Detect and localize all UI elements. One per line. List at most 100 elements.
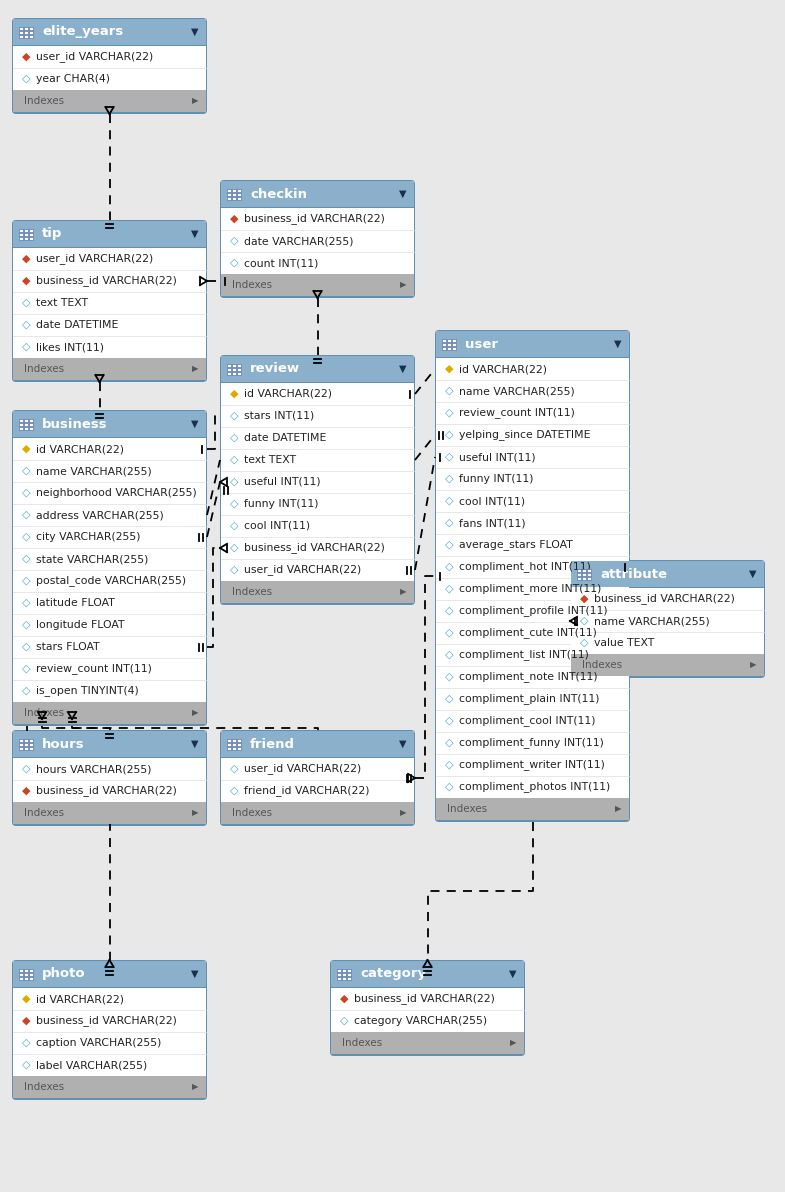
- Bar: [221, 383, 414, 581]
- Bar: [29, 31, 33, 35]
- Text: text TEXT: text TEXT: [244, 455, 296, 465]
- Text: ◇: ◇: [22, 510, 31, 520]
- Text: ◆: ◆: [230, 215, 239, 224]
- Text: business_id VARCHAR(22): business_id VARCHAR(22): [354, 994, 495, 1005]
- Text: user_id VARCHAR(22): user_id VARCHAR(22): [244, 565, 361, 576]
- Text: likes INT(11): likes INT(11): [36, 342, 104, 352]
- Bar: [19, 427, 23, 430]
- Text: ◇: ◇: [445, 452, 453, 462]
- Text: stars INT(11): stars INT(11): [244, 411, 314, 421]
- Text: ◆: ◆: [22, 1016, 31, 1026]
- Text: business: business: [42, 417, 108, 430]
- Text: count INT(11): count INT(11): [244, 257, 319, 268]
- Text: ◇: ◇: [445, 561, 453, 572]
- Bar: [237, 193, 241, 195]
- Text: ◆: ◆: [22, 277, 31, 286]
- Bar: [24, 423, 28, 426]
- Text: ◇: ◇: [230, 257, 239, 268]
- Bar: [24, 739, 28, 741]
- Text: ◇: ◇: [445, 738, 453, 749]
- Text: ◇: ◇: [230, 521, 239, 530]
- Bar: [24, 977, 28, 980]
- FancyBboxPatch shape: [12, 410, 207, 726]
- Bar: [221, 181, 414, 207]
- Bar: [29, 747, 33, 750]
- Text: ◇: ◇: [22, 342, 31, 352]
- Text: Indexes: Indexes: [232, 586, 272, 597]
- Bar: [221, 356, 414, 381]
- Text: Indexes: Indexes: [232, 808, 272, 818]
- Bar: [232, 193, 236, 195]
- Text: ◇: ◇: [22, 298, 31, 308]
- Text: business_id VARCHAR(22): business_id VARCHAR(22): [594, 594, 735, 604]
- Text: Indexes: Indexes: [447, 803, 487, 814]
- Text: review_count INT(11): review_count INT(11): [459, 408, 575, 418]
- Bar: [24, 973, 28, 976]
- FancyBboxPatch shape: [12, 960, 207, 1100]
- Bar: [24, 420, 28, 422]
- Bar: [227, 368, 231, 371]
- Bar: [24, 27, 28, 30]
- Text: ◇: ◇: [445, 606, 453, 616]
- Text: compliment_funny INT(11): compliment_funny INT(11): [459, 738, 604, 749]
- Bar: [13, 802, 206, 824]
- Text: stars FLOAT: stars FLOAT: [36, 642, 100, 652]
- Bar: [29, 229, 33, 232]
- Bar: [221, 802, 414, 824]
- Text: id VARCHAR(22): id VARCHAR(22): [36, 443, 124, 454]
- Text: name VARCHAR(255): name VARCHAR(255): [459, 386, 575, 396]
- Bar: [337, 977, 341, 980]
- Bar: [337, 969, 341, 971]
- FancyBboxPatch shape: [12, 18, 207, 114]
- Bar: [347, 973, 351, 976]
- Text: ▼: ▼: [192, 420, 199, 429]
- Text: ◆: ◆: [580, 594, 588, 604]
- Text: business_id VARCHAR(22): business_id VARCHAR(22): [36, 786, 177, 796]
- Text: ◇: ◇: [22, 687, 31, 696]
- Bar: [452, 339, 456, 342]
- Bar: [331, 988, 524, 1032]
- Bar: [13, 221, 206, 247]
- Text: ◆: ◆: [230, 389, 239, 399]
- FancyBboxPatch shape: [220, 180, 415, 298]
- Bar: [577, 569, 581, 572]
- Bar: [571, 561, 764, 586]
- Text: ▶: ▶: [509, 1038, 517, 1048]
- Text: ◇: ◇: [580, 616, 588, 626]
- Text: user_id VARCHAR(22): user_id VARCHAR(22): [36, 51, 153, 62]
- Text: ◇: ◇: [230, 786, 239, 796]
- Bar: [232, 364, 236, 367]
- Bar: [342, 977, 346, 980]
- Bar: [19, 31, 23, 35]
- Text: postal_code VARCHAR(255): postal_code VARCHAR(255): [36, 576, 186, 586]
- Text: ◇: ◇: [445, 650, 453, 660]
- Text: ◇: ◇: [445, 584, 453, 594]
- Bar: [232, 747, 236, 750]
- Text: ◆: ◆: [22, 786, 31, 796]
- Text: checkin: checkin: [250, 187, 307, 200]
- Text: Indexes: Indexes: [582, 660, 623, 670]
- Text: business_id VARCHAR(22): business_id VARCHAR(22): [244, 213, 385, 224]
- Text: compliment_plain INT(11): compliment_plain INT(11): [459, 694, 600, 704]
- Bar: [331, 1032, 524, 1054]
- FancyBboxPatch shape: [220, 355, 415, 606]
- Bar: [227, 190, 231, 192]
- Bar: [24, 743, 28, 746]
- Text: Indexes: Indexes: [24, 364, 64, 374]
- Text: ◇: ◇: [22, 764, 31, 774]
- Bar: [29, 743, 33, 746]
- Bar: [19, 237, 23, 240]
- Text: business_id VARCHAR(22): business_id VARCHAR(22): [36, 1016, 177, 1026]
- Bar: [13, 758, 206, 802]
- Text: ◇: ◇: [22, 554, 31, 564]
- Text: name VARCHAR(255): name VARCHAR(255): [594, 616, 710, 626]
- Text: ▼: ▼: [614, 339, 622, 349]
- Bar: [582, 577, 586, 581]
- Bar: [24, 35, 28, 38]
- Text: ◇: ◇: [230, 411, 239, 421]
- Text: ▶: ▶: [192, 708, 199, 718]
- Bar: [13, 988, 206, 1076]
- Text: friend_id VARCHAR(22): friend_id VARCHAR(22): [244, 786, 370, 796]
- Text: id VARCHAR(22): id VARCHAR(22): [459, 364, 547, 374]
- Text: ◆: ◆: [22, 443, 31, 454]
